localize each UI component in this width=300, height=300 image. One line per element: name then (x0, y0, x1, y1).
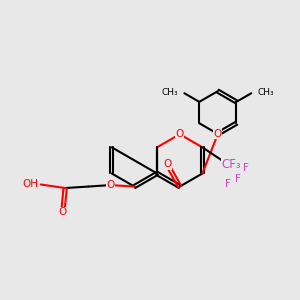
Text: O: O (59, 207, 67, 218)
Text: CH₃: CH₃ (162, 88, 178, 97)
Text: O: O (176, 129, 184, 139)
Text: CF₃: CF₃ (222, 158, 241, 171)
Text: F: F (225, 178, 231, 189)
Text: F: F (242, 163, 248, 172)
Text: F: F (235, 173, 241, 184)
Text: O: O (106, 180, 115, 190)
Text: CH₃: CH₃ (257, 88, 274, 97)
Text: O: O (163, 159, 171, 169)
Text: OH: OH (22, 179, 38, 190)
Text: O: O (214, 129, 222, 139)
